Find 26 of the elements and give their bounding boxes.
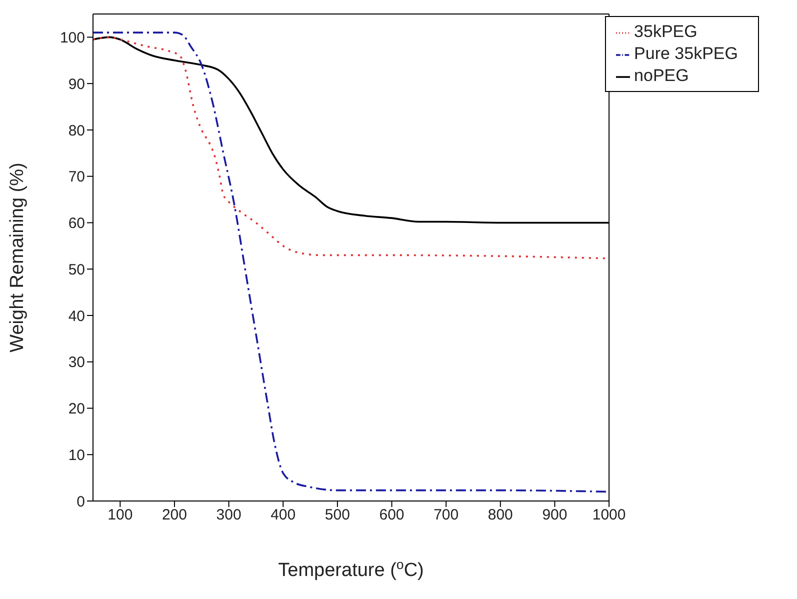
y-tick-label: 50 bbox=[68, 261, 85, 278]
legend-label: 35kPEG bbox=[634, 22, 698, 41]
y-tick-label: 60 bbox=[68, 215, 85, 232]
legend-label: noPEG bbox=[634, 66, 689, 85]
x-axis-title: Temperature ($^{o}$C) bbox=[278, 556, 424, 581]
x-tick-label: 1000 bbox=[592, 506, 626, 524]
x-tick-label: 100 bbox=[108, 506, 133, 524]
y-tick-label: 100 bbox=[60, 30, 85, 47]
y-tick-label: 70 bbox=[68, 168, 85, 186]
y-tick-label: 20 bbox=[68, 400, 85, 418]
y-tick-label: 90 bbox=[68, 76, 85, 93]
y-axis-title: Weight Remaining (%) bbox=[7, 162, 28, 352]
x-tick-label: 800 bbox=[488, 506, 513, 524]
y-tick-label: 30 bbox=[68, 354, 85, 372]
y-tick-label: 40 bbox=[68, 308, 85, 325]
x-tick-label: 600 bbox=[379, 506, 404, 524]
x-tick-label: 900 bbox=[542, 506, 568, 524]
x-tick-label: 700 bbox=[434, 506, 459, 524]
legend-label: Pure 35kPEG bbox=[634, 44, 738, 63]
x-tick-label: 500 bbox=[324, 506, 350, 524]
x-tick-label: 300 bbox=[216, 506, 242, 524]
x-tick-label: 400 bbox=[270, 506, 296, 524]
y-tick-label: 10 bbox=[68, 446, 85, 464]
y-tick-label: 0 bbox=[76, 493, 85, 510]
x-tick-label: 200 bbox=[162, 506, 187, 524]
y-tick-label: 80 bbox=[68, 122, 85, 140]
